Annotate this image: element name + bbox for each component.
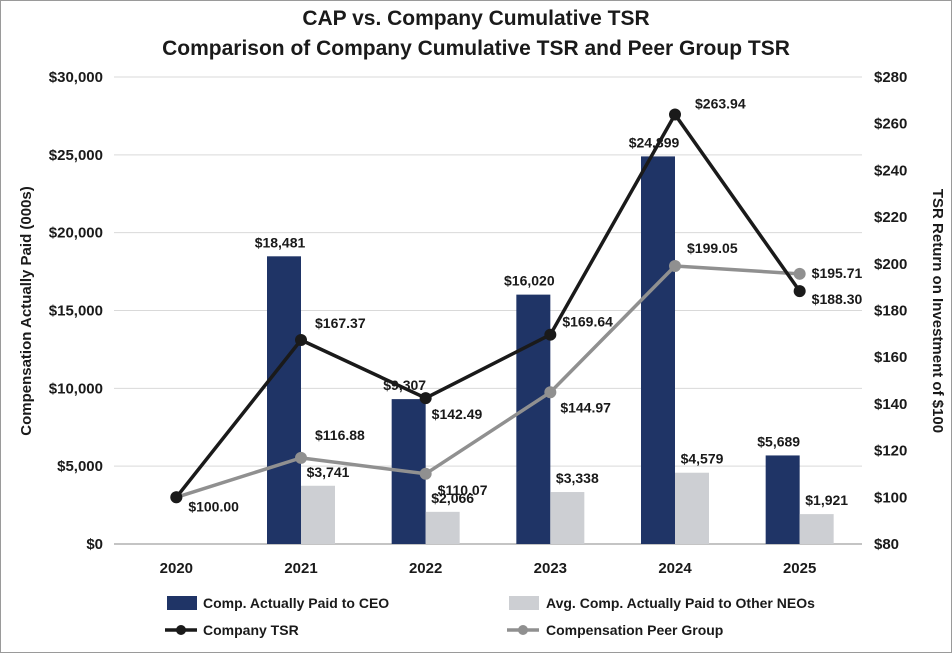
peer-group-label: $199.05 bbox=[687, 240, 738, 256]
company-tsr-line bbox=[174, 112, 802, 499]
peer-group-point bbox=[793, 267, 806, 280]
right-tick-label: $280 bbox=[874, 69, 907, 86]
legend-marker-peer-group bbox=[518, 625, 528, 635]
peer-group-point bbox=[669, 260, 681, 273]
company-tsr-label: $142.49 bbox=[432, 406, 483, 422]
company-tsr-label: $188.30 bbox=[812, 291, 863, 307]
left-tick-label: $0 bbox=[86, 536, 103, 553]
legend-swatch-neos bbox=[509, 596, 539, 610]
neo-bar-label: $3,741 bbox=[307, 464, 350, 480]
left-tick-label: $15,000 bbox=[49, 303, 103, 320]
neo-bar-label: $2,066 bbox=[431, 490, 474, 506]
right-tick-label: $240 bbox=[874, 162, 907, 179]
ceo-bar-label: $16,020 bbox=[504, 273, 555, 289]
neo-bar-label: $3,338 bbox=[556, 470, 599, 486]
ceo-bar bbox=[641, 156, 675, 544]
peer-group-line bbox=[175, 264, 800, 499]
left-axis-label: Compensation Actually Paid (000s) bbox=[18, 186, 35, 436]
neo-bar bbox=[550, 492, 585, 544]
left-tick-label: $25,000 bbox=[49, 147, 103, 164]
x-tick-label: 2022 bbox=[409, 560, 442, 577]
neo-bar bbox=[425, 511, 460, 544]
ceo-bar bbox=[765, 455, 800, 544]
legend-marker-company-tsr bbox=[176, 625, 186, 635]
line-marks bbox=[170, 108, 806, 504]
company-tsr-point bbox=[544, 328, 557, 341]
neo-bar bbox=[799, 514, 834, 544]
company-tsr-label: $263.94 bbox=[695, 96, 746, 112]
right-axis-ticks: $80 $100 $120 $140 $160 $180 $200 $220 $240 $260 $… bbox=[874, 69, 907, 553]
neo-bar bbox=[301, 485, 335, 544]
company-tsr-point bbox=[295, 333, 307, 346]
company-tsr-label: $169.64 bbox=[562, 314, 613, 330]
right-tick-label: $200 bbox=[874, 256, 907, 273]
legend-swatch-ceo bbox=[167, 596, 197, 610]
x-tick-label: 2023 bbox=[534, 560, 567, 577]
company-tsr-label: $100.00 bbox=[188, 498, 239, 514]
right-tick-label: $120 bbox=[874, 443, 907, 460]
legend-label-neos: Avg. Comp. Actually Paid to Other NEOs bbox=[546, 595, 815, 611]
right-tick-label: $180 bbox=[874, 303, 907, 320]
right-axis-label: TSR Return on Investment of $100 bbox=[929, 189, 946, 433]
ceo-bar-label: $18,481 bbox=[255, 234, 306, 250]
peer-group-label: $116.88 bbox=[315, 427, 365, 443]
x-axis-ticks: 2020 2021 2022 2023 2024 2025 bbox=[160, 560, 817, 577]
bar-marks bbox=[267, 156, 834, 544]
right-tick-label: $260 bbox=[874, 116, 907, 133]
right-tick-label: $140 bbox=[874, 396, 907, 413]
ceo-bar-label: $9,307 bbox=[383, 377, 426, 393]
chart-title-line-2: Comparison of Company Cumulative TSR and… bbox=[162, 37, 790, 60]
left-tick-label: $20,000 bbox=[49, 225, 103, 242]
neo-bar-label: $4,579 bbox=[681, 451, 724, 467]
company-tsr-point bbox=[170, 491, 183, 504]
ceo-bar-label: $5,689 bbox=[757, 433, 800, 449]
company-tsr-point bbox=[793, 285, 806, 298]
left-tick-label: $5,000 bbox=[57, 458, 103, 475]
peer-group-point bbox=[419, 467, 432, 480]
right-tick-label: $80 bbox=[874, 536, 899, 553]
left-tick-label: $30,000 bbox=[49, 69, 103, 86]
neo-bar bbox=[675, 472, 709, 544]
company-tsr-label: $167.37 bbox=[315, 315, 366, 331]
right-tick-label: $100 bbox=[874, 489, 907, 506]
x-tick-label: 2020 bbox=[160, 560, 193, 577]
peer-group-point bbox=[544, 386, 557, 399]
right-tick-label: $220 bbox=[874, 209, 907, 226]
legend-label-ceo: Comp. Actually Paid to CEO bbox=[203, 595, 389, 611]
ceo-bar bbox=[267, 256, 301, 544]
legend: Comp. Actually Paid to CEO Avg. Comp. Ac… bbox=[165, 595, 815, 638]
data-labels: $18,481 $9,307 $16,020 $24,899 $5,689 $3,741 $… bbox=[188, 96, 862, 515]
x-tick-label: 2025 bbox=[783, 560, 816, 577]
peer-group-label: $144.97 bbox=[560, 399, 611, 415]
gridlines bbox=[114, 76, 862, 545]
right-tick-label: $160 bbox=[874, 349, 907, 366]
legend-label-company-tsr: Company TSR bbox=[203, 622, 299, 638]
left-tick-label: $10,000 bbox=[49, 380, 103, 397]
peer-group-label: $195.71 bbox=[812, 265, 863, 281]
company-tsr-point bbox=[669, 108, 681, 121]
peer-group-label: $110.07 bbox=[438, 482, 488, 498]
peer-group-point bbox=[295, 451, 307, 464]
ceo-bar-label: $24,899 bbox=[629, 134, 680, 150]
left-axis-ticks: $0 $5,000 $10,000 $15,000 $20,000 $25,000 $30,… bbox=[49, 69, 103, 553]
neo-bar-label: $1,921 bbox=[805, 492, 848, 508]
x-tick-label: 2024 bbox=[658, 560, 692, 577]
company-tsr-point bbox=[419, 392, 432, 405]
legend-label-peer-group: Compensation Peer Group bbox=[546, 622, 723, 638]
x-tick-label: 2021 bbox=[284, 560, 317, 577]
chart-title-line-1: CAP vs. Company Cumulative TSR bbox=[302, 7, 649, 30]
